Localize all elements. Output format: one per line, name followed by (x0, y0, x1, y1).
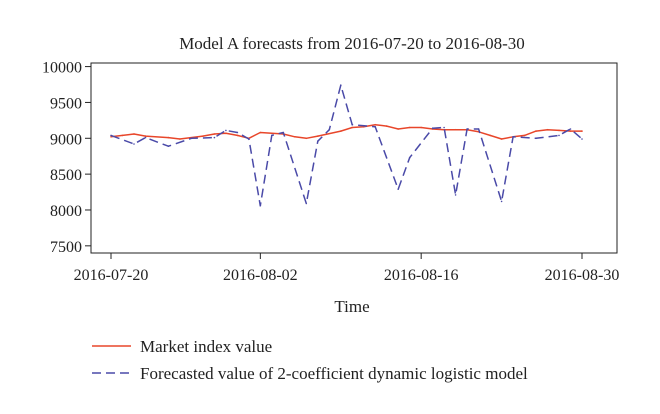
x-tick-label: 2016-08-30 (545, 267, 620, 284)
series-1-point (569, 130, 572, 132)
series-layer (110, 84, 583, 207)
series-2-point (213, 136, 216, 139)
series-2-point (328, 128, 331, 131)
series-1-point (535, 130, 537, 132)
series-2-point (569, 128, 572, 130)
series-1-point (133, 133, 135, 135)
series-2-point (167, 145, 170, 147)
series-1-point (167, 136, 170, 139)
series-2-point (477, 128, 480, 130)
series-1-point (397, 128, 400, 130)
series-2-point (408, 156, 411, 159)
series-2-point (500, 200, 503, 203)
plot-area (90, 62, 618, 254)
legend-label: Market index value (140, 337, 272, 356)
x-tick-label: 2016-07-20 (74, 267, 149, 284)
series-1-point (558, 129, 560, 132)
series-2-point (271, 134, 273, 137)
series-1-point (144, 135, 147, 137)
series-1-point (225, 132, 227, 135)
series-1-point (317, 135, 319, 137)
series-1-point (110, 136, 112, 138)
legend-label: Forecasted value of 2-coefficient dynami… (140, 364, 528, 383)
series-1-point (500, 138, 503, 140)
series-2-point (282, 131, 285, 134)
series-2-point (133, 143, 135, 145)
y-axis: 7500 8000 8500 9000 9500 10000 (42, 60, 91, 256)
series-2-point (454, 194, 457, 196)
chart-title: Model A forecasts from 2016-07-20 to 201… (179, 34, 525, 53)
series-1-point (294, 136, 296, 138)
series-1-point (523, 134, 526, 137)
series-1-point (213, 133, 216, 135)
series-1-point (305, 137, 308, 140)
x-axis: 2016-07-20 2016-08-02 2016-08-16 2016-08-30 (74, 253, 620, 284)
series-2-point (340, 84, 342, 86)
series-2-point (225, 129, 227, 132)
series-1-point (546, 128, 549, 131)
series-2-point (248, 138, 250, 140)
y-tick-label: 8500 (50, 167, 82, 184)
x-tick-label: 2016-08-02 (223, 267, 298, 284)
series-1-point (259, 131, 262, 134)
series-1-point (236, 134, 239, 137)
series-2-point (110, 134, 112, 137)
series-line-1 (110, 123, 582, 140)
series-1-point (385, 125, 388, 127)
series-2-point (443, 126, 445, 129)
series-1-point (340, 130, 342, 132)
series-2-point (190, 137, 193, 140)
x-axis-label: Time (334, 297, 369, 316)
series-2-point (535, 137, 537, 140)
series-2-point (558, 134, 560, 137)
series-2-point (397, 188, 400, 190)
series-2-point (374, 126, 377, 128)
series-1-point (179, 138, 181, 140)
series-2-point (512, 136, 514, 138)
y-tick-label: 9000 (50, 131, 82, 148)
y-tick-label: 9500 (50, 95, 82, 112)
plot-frame (90, 62, 618, 254)
series-2-point (431, 127, 434, 129)
series-2-point (305, 202, 308, 205)
x-tick-label: 2016-08-16 (384, 267, 459, 284)
series-2-point (144, 136, 147, 139)
y-tick-label: 7500 (50, 239, 82, 256)
series-1-point (489, 134, 491, 137)
series-2-point (466, 128, 468, 130)
series-1-point (454, 128, 457, 131)
series-1-point (408, 126, 411, 129)
series-1-point (202, 135, 204, 137)
series-2-point (317, 140, 319, 142)
legend: Market index value Forecasted value of 2-… (92, 337, 528, 383)
y-tick-label: 10000 (42, 60, 82, 77)
series-line-2 (110, 84, 583, 207)
series-2-point (236, 131, 239, 134)
series-1-point (581, 130, 583, 132)
series-1-point (374, 123, 377, 126)
series-2-point (351, 123, 354, 126)
series-1-point (351, 126, 354, 129)
series-1-point (420, 126, 423, 129)
series-2-point (581, 138, 583, 140)
series-1-point (121, 134, 124, 137)
y-tick-label: 8000 (50, 203, 82, 220)
series-2-point (259, 204, 262, 207)
